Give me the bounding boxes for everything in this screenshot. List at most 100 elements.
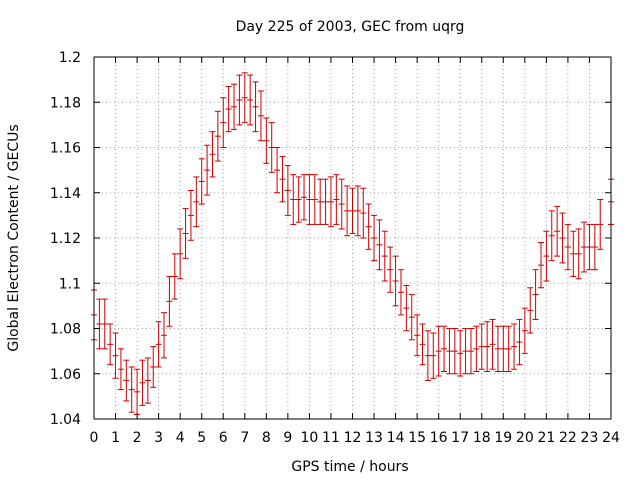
y-tick-label: 1.16 — [50, 141, 81, 157]
x-tick-label: 5 — [197, 430, 206, 446]
error-bar-point — [376, 219, 383, 271]
error-bar-point — [365, 203, 372, 250]
error-bar-point — [478, 323, 485, 370]
error-bar-point — [457, 330, 464, 377]
y-tick-labels: 1.04 1.06 1.08 1.1 1.12 1.14 1.16 1.18 1.2 — [50, 50, 81, 428]
error-bar-point — [344, 185, 351, 237]
error-bar-point — [128, 366, 135, 413]
error-bar-point — [430, 332, 437, 379]
x-tick-label: 18 — [473, 430, 491, 446]
x-tick-label: 13 — [365, 430, 383, 446]
error-bar-point — [155, 321, 162, 368]
error-bar-point — [112, 332, 119, 379]
chart-title: Day 225 of 2003, GEC from uqrg — [236, 19, 465, 35]
error-bar-point — [349, 187, 356, 234]
error-bar-point — [144, 357, 151, 404]
y-tick-label: 1.12 — [50, 231, 81, 247]
y-tick-label: 1.14 — [50, 186, 81, 202]
x-tick-label: 9 — [283, 430, 292, 446]
error-bar-point — [295, 176, 302, 223]
x-tick-label: 21 — [537, 430, 555, 446]
error-bar-point — [408, 294, 415, 341]
x-tick-label: 3 — [154, 430, 163, 446]
error-bar-point — [290, 174, 297, 225]
x-tick-label: 8 — [262, 430, 271, 446]
x-tick-labels: 0 1 2 3 4 5 6 7 8 9 10 11 12 13 14 15 16 17 18 19 20 21 22 23 24 — [90, 430, 620, 446]
error-bar-point — [548, 210, 555, 262]
error-bar-point — [441, 325, 448, 372]
error-bar-point — [327, 176, 334, 228]
error-bar-point — [570, 230, 577, 277]
x-tick-label: 7 — [240, 430, 249, 446]
error-bar-point — [306, 174, 313, 225]
error-bar-point — [414, 314, 421, 357]
error-bar-point — [424, 330, 431, 382]
error-bar-point — [171, 253, 178, 300]
error-bar-point — [231, 83, 238, 130]
x-tick-label: 16 — [430, 430, 448, 446]
x-tick-label: 2 — [133, 430, 142, 446]
error-bar-point — [489, 318, 496, 370]
y-tick-label: 1.06 — [50, 367, 81, 383]
error-bar-point — [333, 174, 340, 225]
error-bar-point — [193, 176, 200, 228]
error-bar-point — [150, 346, 157, 388]
error-bar-point — [338, 178, 345, 230]
x-tick-label: 0 — [90, 430, 99, 446]
error-bar-point — [101, 298, 108, 350]
x-tick-label: 19 — [494, 430, 512, 446]
error-bar-point — [564, 223, 571, 271]
error-bar-point — [473, 325, 480, 372]
y-tick-label: 1.04 — [50, 412, 81, 428]
error-bar-point — [354, 185, 361, 237]
error-bar-point — [182, 208, 189, 259]
x-tick-label: 10 — [301, 430, 319, 446]
error-bar-point — [537, 242, 544, 289]
error-bar-point — [96, 298, 103, 350]
x-tick-label: 11 — [322, 430, 340, 446]
error-bar-point — [543, 230, 550, 282]
error-bar-point — [392, 255, 399, 307]
error-bar-point — [241, 72, 248, 124]
error-bar-point — [575, 228, 582, 280]
error-bar-point — [257, 90, 264, 142]
error-bar-point — [591, 223, 598, 271]
error-bar-point — [204, 144, 211, 196]
error-bar-point — [263, 117, 270, 164]
error-bar-point — [516, 318, 523, 366]
error-bar-point — [467, 328, 474, 375]
error-bar-point — [252, 81, 259, 133]
y-axis-label: Global Electron Content / GECUs — [6, 124, 22, 351]
x-tick-label: 24 — [602, 430, 620, 446]
error-bar-point — [360, 187, 367, 239]
error-bar-point — [279, 156, 286, 203]
x-tick-label: 15 — [408, 430, 426, 446]
error-bar-point — [371, 214, 378, 262]
error-bar-point — [220, 97, 227, 148]
error-bar-point — [139, 359, 146, 406]
error-bar-point — [161, 312, 168, 359]
error-bar-point — [532, 269, 539, 320]
x-tick-label: 1 — [111, 430, 120, 446]
x-tick-label: 14 — [387, 430, 405, 446]
error-bar-point — [123, 359, 130, 402]
error-bar-point — [505, 325, 512, 372]
error-bar-point — [521, 307, 528, 354]
error-bar-point — [597, 199, 604, 250]
error-bar-point — [559, 212, 566, 264]
error-bar-point — [177, 228, 184, 280]
error-bar-point — [311, 174, 318, 225]
error-bar-point — [484, 321, 491, 372]
error-bar-point — [527, 287, 534, 334]
error-bar-point — [274, 147, 281, 194]
x-tick-label: 12 — [344, 430, 362, 446]
error-bar-point — [284, 165, 291, 216]
error-bar-point — [419, 323, 426, 366]
grid-lines — [94, 57, 611, 419]
error-bar-point — [462, 328, 469, 375]
y-tick-label: 1.18 — [50, 95, 81, 111]
error-bar-point — [387, 246, 394, 293]
error-bar-point — [268, 122, 275, 173]
error-bar-point — [451, 328, 458, 375]
